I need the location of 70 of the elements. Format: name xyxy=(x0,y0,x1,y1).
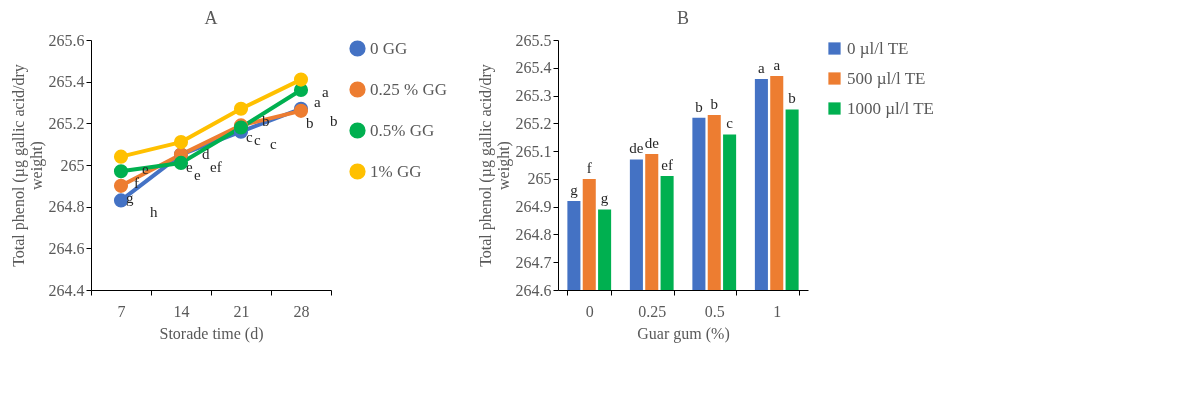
data-label: a xyxy=(314,94,321,110)
point xyxy=(113,164,129,179)
y-tick-label: 265 xyxy=(527,170,552,188)
x-tick-label: 21 xyxy=(233,302,250,320)
legend-label: 1000 µl/l TE xyxy=(847,98,934,118)
legend-label: 1% GG xyxy=(370,161,422,181)
y-tick-label: 265 xyxy=(60,156,85,174)
data-label: b xyxy=(710,96,718,112)
data-label: f xyxy=(586,159,592,176)
data-label: b xyxy=(306,114,314,131)
data-label: c xyxy=(254,131,261,148)
point xyxy=(113,178,129,193)
legend-label: 500 µl/l TE xyxy=(847,68,926,88)
x-tick-label: 28 xyxy=(293,302,310,320)
point xyxy=(113,149,129,164)
data-label: a xyxy=(773,57,781,74)
data-label: g xyxy=(600,190,609,207)
point xyxy=(233,101,249,116)
x-tick-label: 0 xyxy=(585,302,594,320)
y-tick-label: 264.8 xyxy=(48,198,85,216)
data-label: a xyxy=(322,83,329,100)
chart-title: A xyxy=(204,8,218,28)
data-label: c xyxy=(270,135,277,152)
data-label: e xyxy=(186,158,193,175)
data-label: ef xyxy=(661,157,673,174)
data-label: a xyxy=(758,59,766,76)
data-label: h xyxy=(150,204,158,221)
data-label: d xyxy=(202,146,210,163)
data-label: e xyxy=(142,160,149,177)
data-label: c xyxy=(726,115,734,132)
y-tick-label: 265.2 xyxy=(515,114,552,132)
y-tick-label: 264.8 xyxy=(515,225,552,243)
point xyxy=(173,135,189,150)
data-label: b xyxy=(788,90,796,107)
data-label: de xyxy=(644,134,660,151)
data-label: g xyxy=(570,182,579,199)
data-label: f xyxy=(134,175,139,192)
data-label: b xyxy=(695,98,703,115)
y-tick-label: 265.5 xyxy=(515,31,552,49)
y-tick-label: 265.2 xyxy=(48,114,85,132)
y-tick-label: 264.4 xyxy=(48,281,85,299)
point xyxy=(293,72,309,87)
legend-label: 0.5% GG xyxy=(370,120,435,140)
legend-label: 0 GG xyxy=(370,38,408,58)
data-label: ef xyxy=(210,158,222,175)
x-tick-label: 0.25 xyxy=(638,302,667,320)
y-tick-label: 265.1 xyxy=(515,142,552,160)
y-tick-label: 264.7 xyxy=(515,253,552,271)
y-tick-label: 265.4 xyxy=(515,59,552,77)
x-tick-label: 7 xyxy=(117,302,126,320)
data-label: de xyxy=(629,140,644,157)
y-tick-label: 265.6 xyxy=(48,31,85,49)
x-tick-label: 0.5 xyxy=(704,302,725,320)
data-label: e xyxy=(194,166,201,183)
y-tick-label: 264.6 xyxy=(48,239,85,257)
y-tick-label: 265.3 xyxy=(515,87,552,105)
x-tick-label: 1 xyxy=(773,302,782,320)
y-tick-label: 264.6 xyxy=(515,281,552,299)
x-axis-title: Guar gum (%) xyxy=(637,324,730,343)
y-axis-title: Total phenol (µg gallic acid/dry weight) xyxy=(9,64,46,267)
y-axis-title: Total phenol (µg gallic acid/dry weight) xyxy=(476,64,513,267)
y-tick-label: 264.9 xyxy=(515,198,552,216)
x-tick-label: 14 xyxy=(173,302,190,320)
y-tick-label: 265.4 xyxy=(48,73,85,91)
legend-label: 0.25 % GG xyxy=(370,79,447,99)
data-label: c xyxy=(246,129,253,146)
legend-label: 0 µl/l TE xyxy=(847,38,909,58)
chart-title: B xyxy=(676,8,690,28)
x-axis-title: Storade time (d) xyxy=(159,324,264,343)
data-label: b xyxy=(330,112,338,129)
